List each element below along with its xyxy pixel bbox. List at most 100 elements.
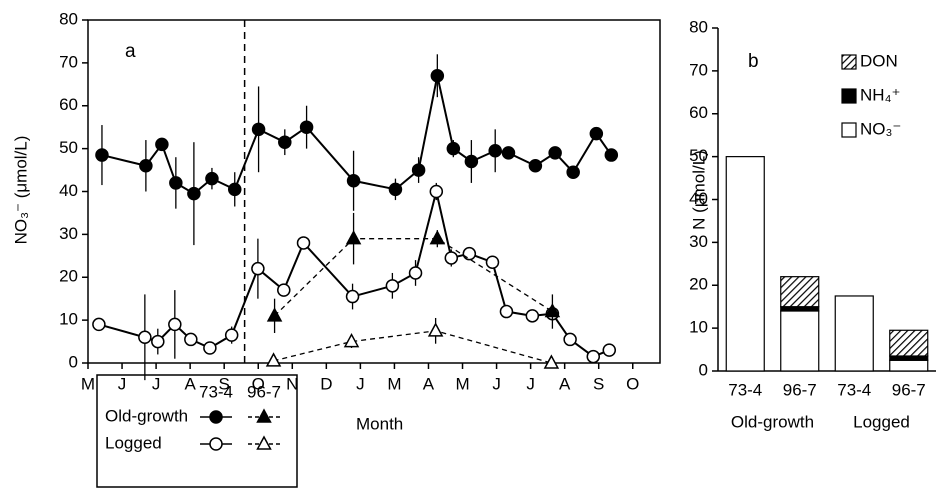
legend-box (96, 374, 298, 488)
bar-segment (889, 359, 929, 372)
x-tick-label: O (252, 374, 265, 393)
y-tick-label: 70 (689, 60, 708, 79)
legend-label: DON (860, 51, 898, 70)
x-tick-label: A (184, 374, 196, 393)
y-tick-label: 0 (69, 352, 78, 371)
point (427, 322, 444, 337)
point (266, 307, 283, 322)
point (388, 182, 403, 197)
x-tick-label: A (423, 374, 435, 393)
point (563, 332, 577, 347)
bar-segment (780, 310, 820, 372)
y-tick-label: 50 (59, 138, 78, 157)
y-tick-label: 80 (59, 9, 78, 28)
y-axis-label: N (μmol/L) (689, 150, 708, 230)
bar-segment (725, 156, 765, 372)
legend-label: NH₄⁺ (860, 85, 900, 104)
x-tick-label: J (118, 374, 127, 393)
x-tick-label: J (492, 374, 501, 393)
point (251, 122, 266, 137)
point (543, 354, 560, 369)
point (528, 159, 543, 173)
point (345, 289, 360, 304)
point (485, 255, 500, 269)
bar-segment (780, 276, 820, 308)
point (604, 148, 619, 162)
point (95, 148, 109, 162)
legend-header: 73-4 (199, 382, 233, 401)
point (501, 146, 516, 160)
legend-label: NO₃⁻ (860, 119, 901, 138)
y-tick-label: 10 (689, 318, 708, 337)
x-tick-label: O (626, 374, 639, 393)
panel-label: b (748, 51, 759, 72)
point (278, 135, 292, 149)
x-tick-label: M (455, 374, 469, 393)
legend-symbol (256, 435, 272, 450)
group-label: Logged (853, 412, 910, 431)
point (139, 159, 153, 173)
x-tick-label: 96-7 (892, 380, 926, 399)
point (602, 343, 617, 357)
legend-symbol (209, 437, 223, 451)
point (205, 171, 219, 186)
point (169, 176, 183, 190)
series-line (274, 238, 553, 317)
point (168, 317, 182, 332)
point (277, 283, 291, 297)
legend-symbol (209, 410, 223, 424)
point (525, 309, 540, 323)
point (138, 330, 152, 345)
legend-label: Logged (105, 433, 162, 452)
point (265, 352, 282, 367)
point (464, 154, 479, 169)
y-axis-label: NO₃⁻ (μmol/L) (11, 136, 30, 245)
point (408, 266, 423, 280)
point (446, 141, 461, 156)
point (430, 68, 445, 83)
y-tick-label: 10 (59, 310, 78, 329)
x-tick-label: 73-4 (728, 380, 762, 399)
point (586, 349, 601, 364)
point (385, 279, 400, 293)
point (411, 163, 426, 177)
point (92, 317, 106, 332)
bar-segment (889, 329, 929, 357)
plot-frame (87, 19, 661, 364)
x-tick-label: J (526, 374, 535, 393)
legend-symbol (256, 408, 272, 423)
y-tick-label: 20 (59, 267, 78, 286)
point (429, 230, 446, 245)
point (462, 246, 477, 261)
point (488, 144, 502, 158)
x-tick-label: S (593, 374, 604, 393)
y-tick-label: 50 (689, 146, 708, 165)
y-tick-label: 30 (59, 224, 78, 243)
x-tick-label: J (152, 374, 161, 393)
x-tick-label: J (356, 374, 365, 393)
x-tick-label: M (81, 374, 95, 393)
x-tick-label: A (559, 374, 571, 393)
x-axis-label: Month (356, 414, 403, 433)
point (548, 146, 562, 160)
point (187, 186, 201, 201)
point (346, 174, 361, 188)
point (151, 334, 165, 349)
y-tick-label: 40 (59, 181, 78, 200)
point (299, 120, 314, 134)
x-tick-label: S (219, 374, 230, 393)
y-tick-label: 20 (689, 275, 708, 294)
point (203, 341, 217, 355)
legend-header: 96-7 (247, 382, 281, 401)
y-tick-label: 0 (699, 360, 708, 379)
group-label: Old-growth (731, 412, 814, 431)
y-tick-label: 70 (59, 52, 78, 71)
point (251, 261, 265, 276)
point (589, 126, 604, 141)
legend-swatch (841, 88, 857, 104)
legend-label: Old-growth (105, 406, 188, 425)
legend-swatch (841, 122, 857, 138)
point (227, 182, 242, 197)
y-tick-label: 30 (689, 232, 708, 251)
